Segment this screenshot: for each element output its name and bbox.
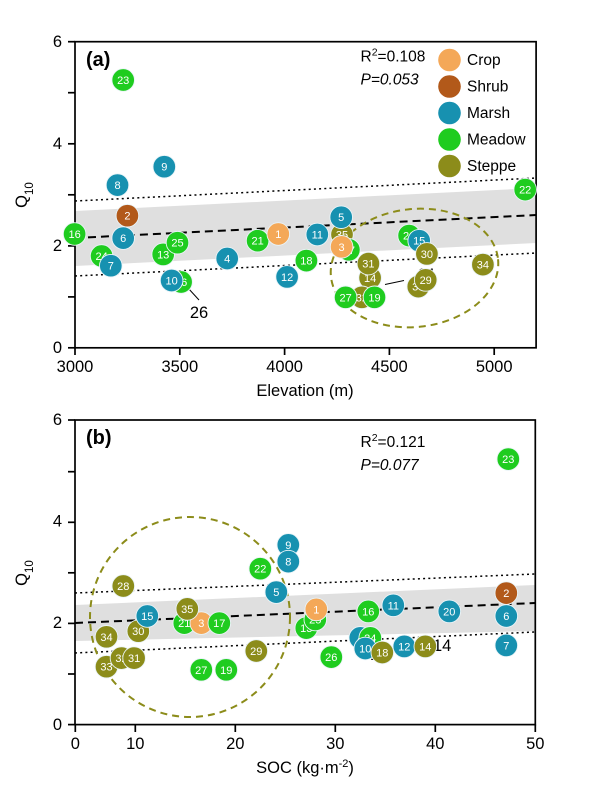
svg-text:11: 11 [388, 600, 399, 612]
svg-text:18: 18 [376, 647, 388, 659]
svg-text:4000: 4000 [266, 358, 303, 376]
svg-text:5: 5 [338, 212, 344, 224]
svg-text:31: 31 [362, 259, 374, 271]
svg-text:23: 23 [117, 75, 129, 87]
svg-text:0: 0 [71, 735, 80, 753]
svg-text:Q10: Q10 [13, 560, 36, 586]
svg-text:2: 2 [124, 211, 130, 223]
svg-text:1: 1 [275, 229, 281, 241]
svg-text:7: 7 [503, 640, 509, 652]
svg-text:(b): (b) [86, 427, 112, 449]
svg-text:6: 6 [503, 611, 509, 623]
svg-text:26: 26 [325, 652, 337, 664]
svg-text:30: 30 [421, 249, 433, 261]
svg-text:3500: 3500 [161, 358, 198, 376]
svg-text:4: 4 [53, 135, 62, 153]
svg-text:9: 9 [161, 162, 167, 174]
svg-text:Shrub: Shrub [467, 79, 508, 96]
svg-text:10: 10 [359, 643, 371, 655]
svg-text:27: 27 [195, 665, 207, 677]
svg-text:8: 8 [285, 557, 291, 569]
svg-text:19: 19 [368, 292, 380, 304]
svg-text:20: 20 [443, 606, 455, 618]
svg-text:Meadow: Meadow [467, 132, 526, 149]
svg-text:12: 12 [398, 641, 410, 653]
svg-text:11: 11 [312, 229, 323, 241]
svg-text:(a): (a) [86, 49, 110, 71]
svg-text:SOC (kg·m-2): SOC (kg·m-2) [256, 758, 354, 777]
svg-text:3000: 3000 [57, 358, 94, 376]
svg-text:30: 30 [326, 735, 344, 753]
svg-text:P=0.077: P=0.077 [361, 457, 421, 474]
svg-text:8: 8 [114, 180, 120, 192]
svg-text:Crop: Crop [467, 52, 501, 69]
svg-text:22: 22 [519, 185, 531, 197]
svg-text:21: 21 [251, 236, 263, 248]
svg-text:2: 2 [53, 614, 62, 632]
svg-text:23: 23 [502, 454, 514, 466]
svg-text:20: 20 [226, 735, 244, 753]
svg-text:7: 7 [108, 261, 114, 273]
svg-text:5000: 5000 [476, 358, 513, 376]
svg-text:4: 4 [224, 253, 230, 265]
svg-text:R2=0.108: R2=0.108 [361, 47, 426, 66]
svg-text:4: 4 [53, 513, 62, 531]
svg-text:14: 14 [419, 641, 431, 653]
svg-text:50: 50 [526, 735, 544, 753]
svg-text:34: 34 [100, 632, 112, 644]
svg-text:34: 34 [477, 260, 489, 272]
svg-text:17: 17 [213, 618, 225, 630]
svg-text:16: 16 [362, 606, 374, 618]
svg-text:26: 26 [190, 304, 208, 322]
svg-text:29: 29 [250, 646, 262, 658]
svg-text:Steppe: Steppe [467, 158, 516, 175]
svg-text:40: 40 [426, 735, 444, 753]
svg-text:5: 5 [273, 587, 279, 599]
svg-text:27: 27 [339, 292, 351, 304]
svg-text:13: 13 [157, 249, 169, 261]
svg-text:4500: 4500 [371, 358, 408, 376]
svg-text:R2=0.121: R2=0.121 [361, 432, 426, 451]
svg-text:6: 6 [53, 411, 62, 429]
svg-text:0: 0 [53, 339, 62, 357]
svg-text:3: 3 [339, 242, 345, 254]
svg-text:3: 3 [198, 618, 204, 630]
svg-text:31: 31 [128, 653, 140, 665]
svg-text:6: 6 [120, 233, 126, 245]
svg-text:Q10: Q10 [13, 182, 36, 208]
svg-text:15: 15 [141, 611, 153, 623]
svg-text:18: 18 [300, 256, 312, 268]
svg-text:Elevation (m): Elevation (m) [256, 382, 353, 400]
svg-text:22: 22 [254, 564, 266, 576]
svg-text:10: 10 [165, 275, 177, 287]
svg-text:25: 25 [171, 238, 183, 250]
svg-text:30: 30 [132, 626, 144, 638]
svg-text:29: 29 [420, 275, 432, 287]
svg-text:16: 16 [68, 229, 80, 241]
svg-text:2: 2 [503, 588, 509, 600]
svg-text:1: 1 [313, 604, 319, 616]
svg-text:6: 6 [53, 33, 62, 51]
svg-text:35: 35 [181, 604, 193, 616]
svg-text:P=0.053: P=0.053 [361, 72, 420, 89]
svg-text:10: 10 [126, 735, 144, 753]
svg-text:2: 2 [53, 237, 62, 255]
svg-text:33: 33 [100, 662, 112, 674]
svg-text:12: 12 [281, 272, 293, 284]
svg-text:0: 0 [53, 716, 62, 734]
svg-text:Marsh: Marsh [467, 105, 510, 122]
svg-text:28: 28 [117, 581, 129, 593]
svg-text:19: 19 [220, 665, 232, 677]
